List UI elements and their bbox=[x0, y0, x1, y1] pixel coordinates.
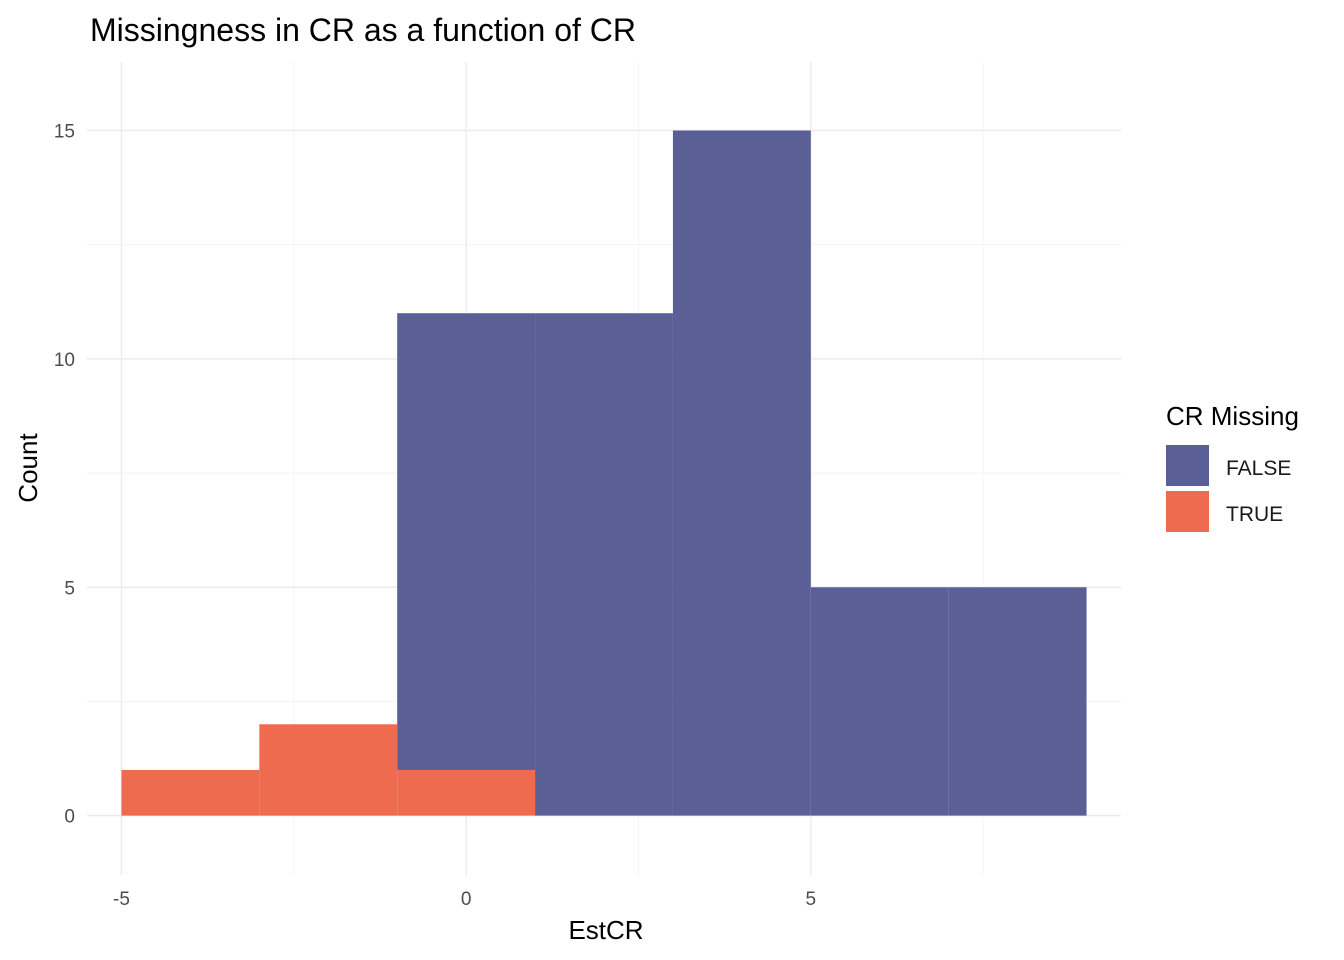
y-tick-label: 10 bbox=[54, 350, 75, 371]
legend-title: CR Missing bbox=[1166, 401, 1299, 431]
legend-key-false bbox=[1166, 445, 1209, 486]
bar-false bbox=[948, 587, 1087, 816]
legend-label-false: FALSE bbox=[1226, 457, 1291, 480]
legend: CR Missing FALSE TRUE bbox=[1166, 401, 1299, 532]
bar-false bbox=[397, 313, 536, 770]
x-tick-label: -5 bbox=[113, 889, 130, 910]
chart-title: Missingness in CR as a function of CR bbox=[90, 12, 636, 48]
bar-false bbox=[535, 313, 673, 816]
bar-true bbox=[397, 769, 536, 816]
x-tick-label: 0 bbox=[461, 889, 472, 910]
y-tick-label: 0 bbox=[64, 807, 75, 828]
bar-false bbox=[810, 587, 949, 816]
legend-label-true: TRUE bbox=[1226, 503, 1283, 526]
bars bbox=[121, 130, 1087, 816]
y-axis-ticks: 0 5 10 15 bbox=[54, 122, 75, 828]
x-tick-label: 5 bbox=[806, 889, 817, 910]
bar-true bbox=[121, 769, 260, 816]
bar-false bbox=[672, 130, 811, 816]
y-axis-title: Count bbox=[13, 433, 43, 503]
bar-true bbox=[259, 724, 398, 816]
x-axis-ticks: -5 0 5 bbox=[113, 889, 816, 910]
y-tick-label: 15 bbox=[54, 122, 75, 143]
x-axis-title: EstCR bbox=[568, 915, 643, 945]
legend-key-true bbox=[1166, 491, 1209, 532]
y-tick-label: 5 bbox=[64, 578, 75, 599]
